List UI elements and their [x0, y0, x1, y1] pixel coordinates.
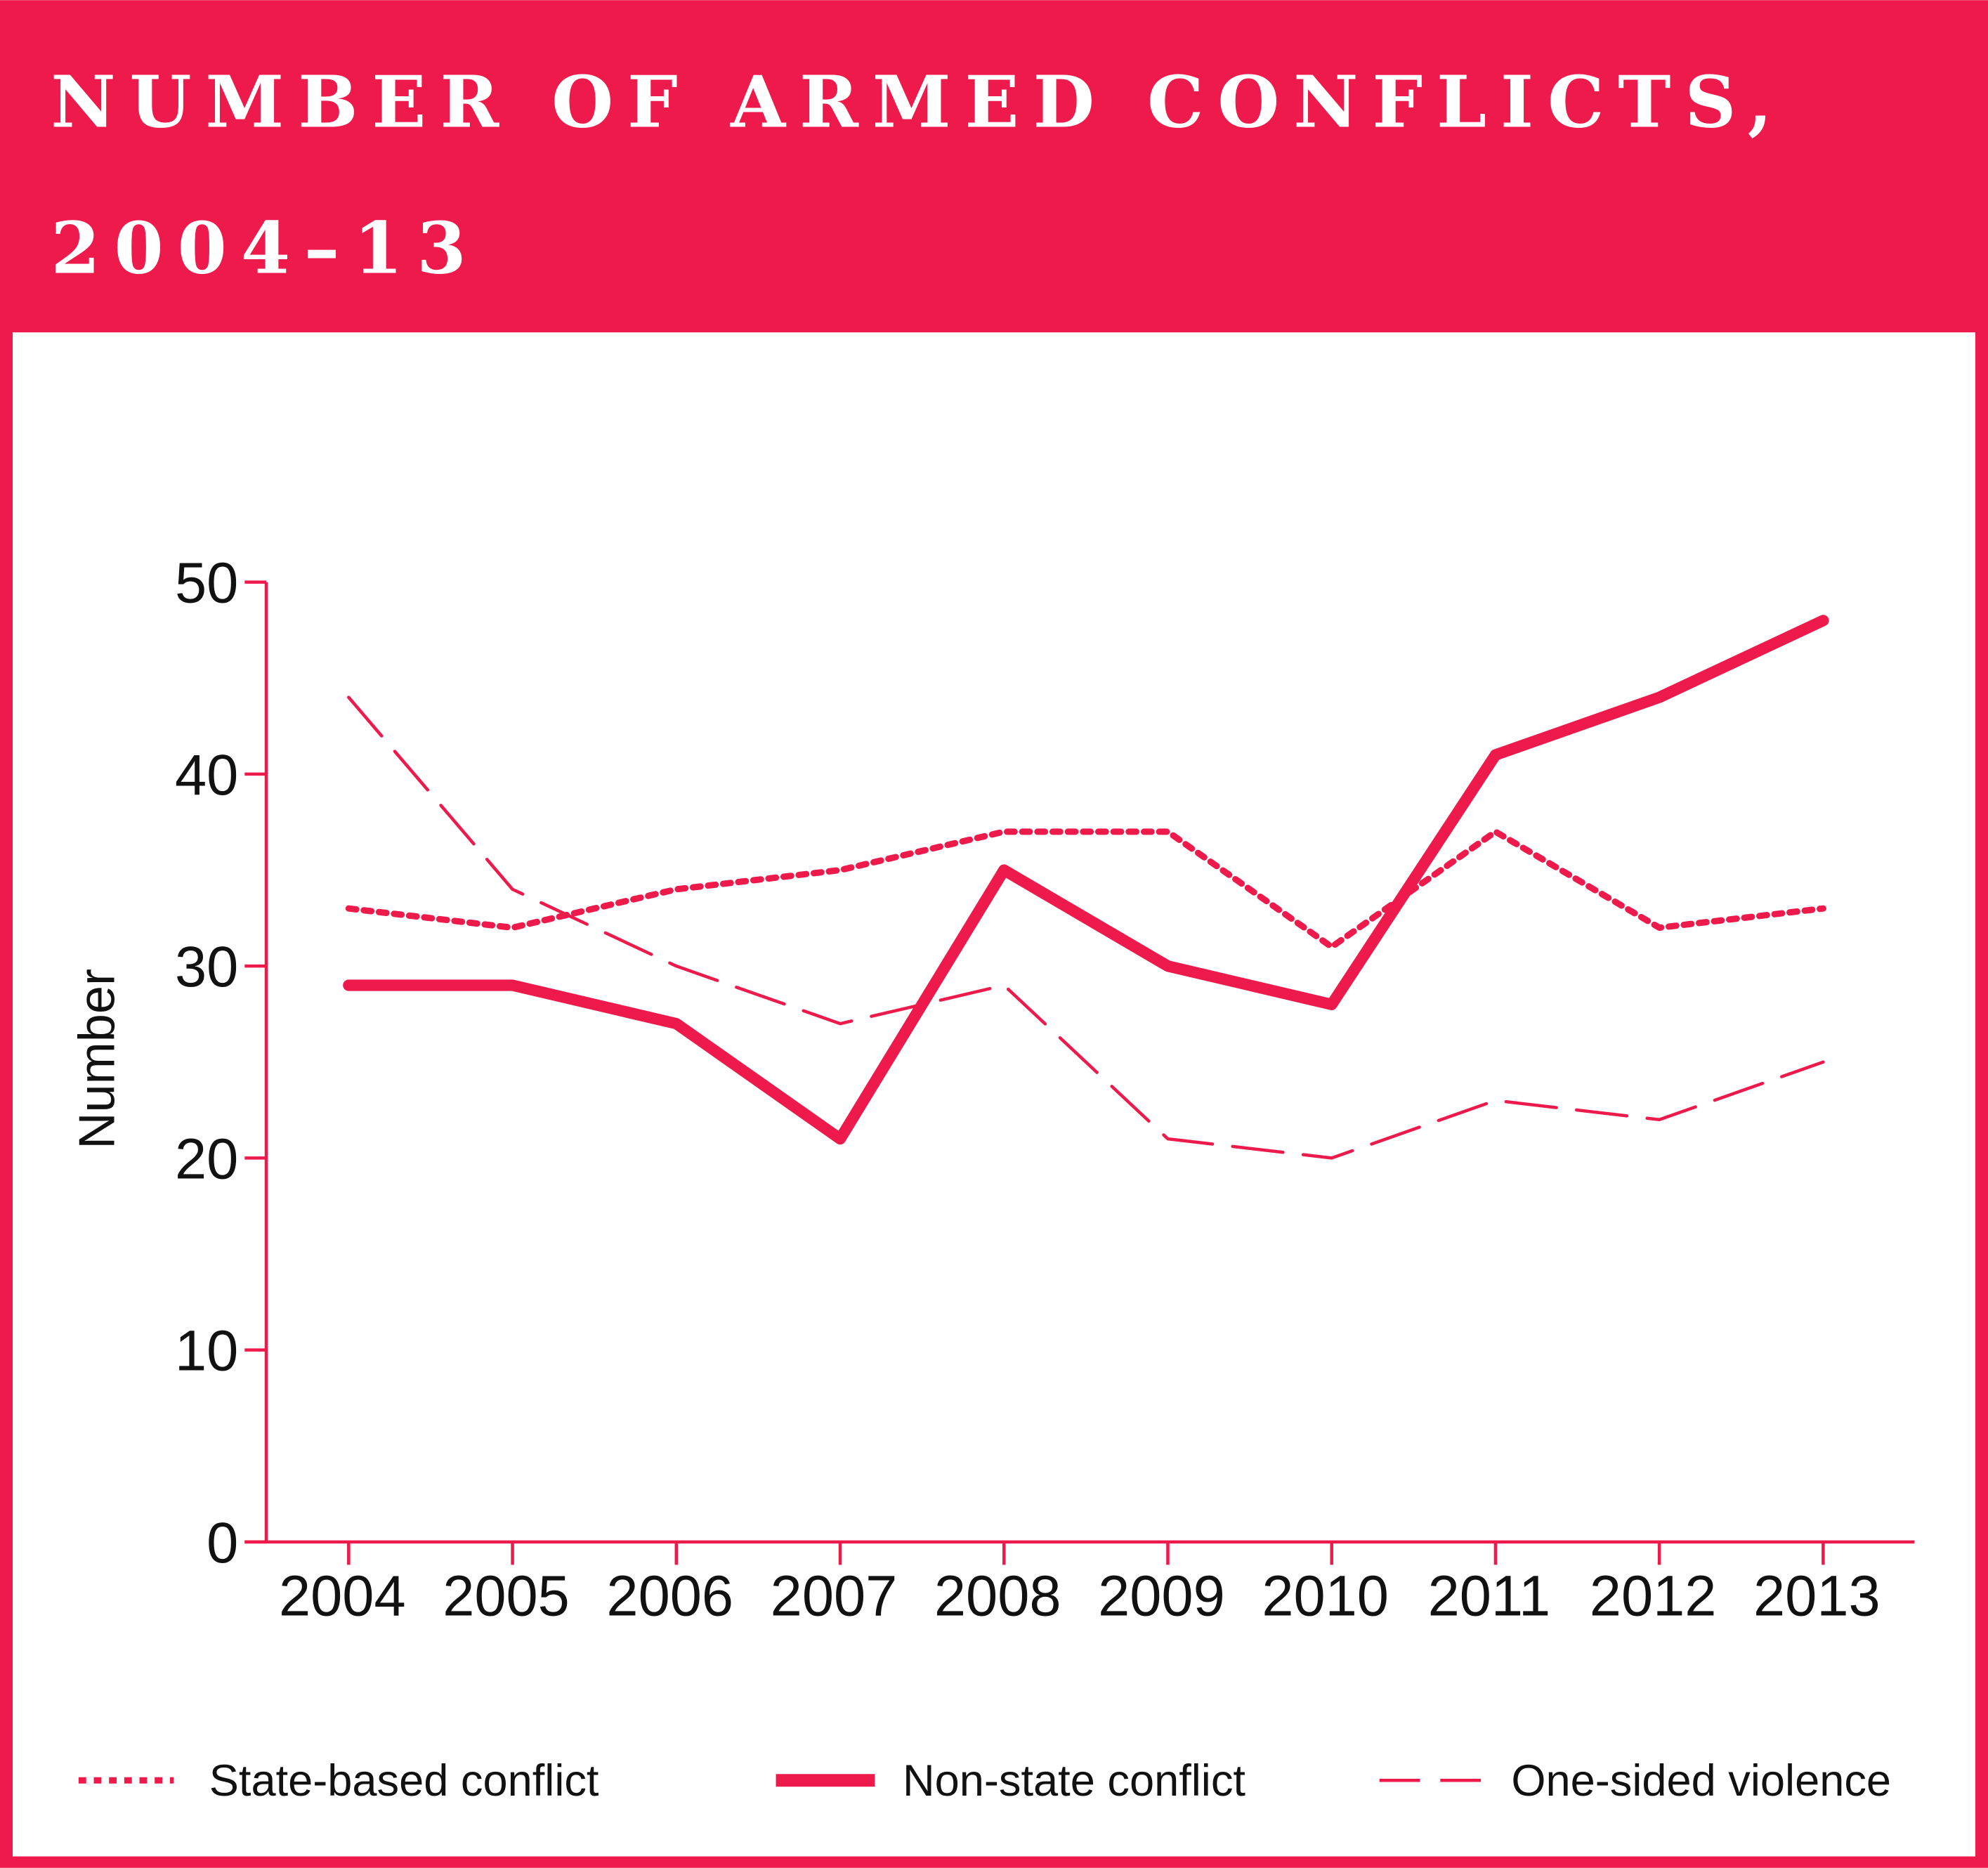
x-tick-label: 2007 — [771, 1565, 898, 1628]
x-tick-label: 2005 — [443, 1565, 570, 1628]
legend-label-non-state: Non-state conflict — [903, 1756, 1245, 1805]
series-line-state-based-conflict — [345, 828, 1826, 951]
y-tick-label: 30 — [175, 935, 238, 999]
chart-title-line1: NUMBER OF ARMED CONFLICTS, — [51, 60, 1786, 144]
y-tick-label: 20 — [175, 1127, 238, 1191]
x-tick-label: 2004 — [279, 1565, 406, 1628]
legend-label-state-based: State-based conflict — [209, 1756, 599, 1805]
chart-title-line2: 2004–13 — [51, 206, 480, 289]
y-tick-label: 0 — [207, 1511, 238, 1575]
x-tick-label: 2008 — [934, 1565, 1061, 1628]
y-tick-label: 50 — [175, 551, 238, 615]
y-tick-label: 10 — [175, 1319, 238, 1383]
y-tick-label: 40 — [175, 743, 238, 807]
series-lines — [343, 615, 1829, 1160]
x-tick-label: 2013 — [1753, 1565, 1881, 1628]
x-tick-label: 2011 — [1428, 1565, 1551, 1628]
y-axis-label: Number — [69, 969, 125, 1149]
x-tick-label: 2012 — [1590, 1565, 1717, 1628]
series-line-one-sided-violence — [347, 695, 1825, 1160]
axes: 0 10 20 30 40 50 2004 2005 2006 2007 2008 2009 2010 2… — [175, 551, 1915, 1628]
x-tick-label: 2006 — [606, 1565, 733, 1628]
legend-label-one-sided: One-sided violence — [1511, 1756, 1891, 1805]
x-tick-label: 2009 — [1098, 1565, 1225, 1628]
plot-background — [13, 332, 1975, 1857]
x-tick-label: 2010 — [1262, 1565, 1389, 1628]
series-line-non-state-conflict — [343, 615, 1829, 1145]
legend: State-based conflict Non-state conflict … — [78, 1756, 1891, 1805]
